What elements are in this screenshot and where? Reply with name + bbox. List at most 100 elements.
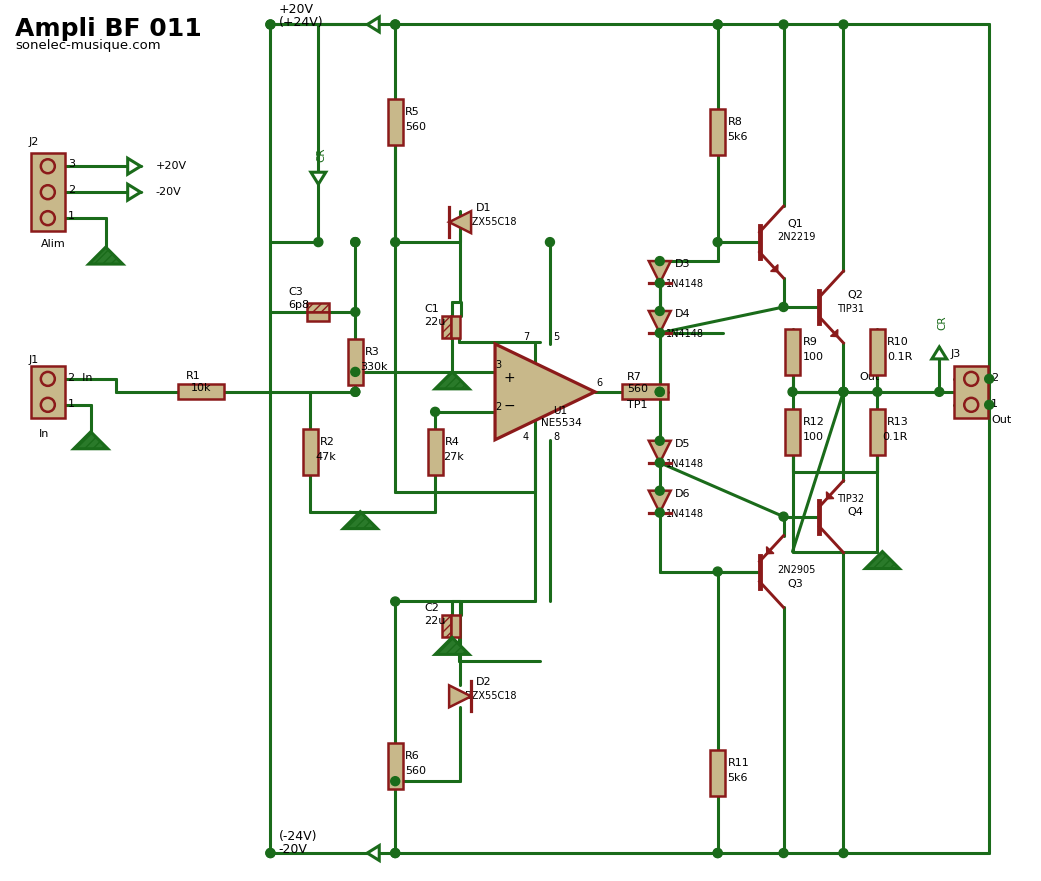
Circle shape: [839, 388, 848, 396]
Polygon shape: [74, 432, 107, 448]
Text: 2N2905: 2N2905: [778, 565, 816, 574]
Circle shape: [351, 238, 360, 247]
Polygon shape: [311, 172, 326, 184]
Circle shape: [985, 374, 994, 383]
FancyBboxPatch shape: [451, 616, 460, 638]
FancyBboxPatch shape: [31, 153, 65, 231]
Text: 1N4148: 1N4148: [666, 459, 704, 469]
Text: 1: 1: [991, 399, 998, 409]
FancyBboxPatch shape: [348, 339, 362, 385]
Text: TIP32: TIP32: [837, 493, 865, 504]
Text: R8: R8: [728, 117, 742, 128]
Text: C2: C2: [424, 603, 439, 613]
Text: 2: 2: [991, 373, 998, 383]
Text: J2: J2: [29, 137, 40, 147]
Text: 1N4148: 1N4148: [666, 508, 704, 519]
FancyBboxPatch shape: [621, 384, 667, 399]
Circle shape: [265, 848, 275, 857]
Circle shape: [265, 848, 275, 857]
Circle shape: [390, 238, 400, 247]
Circle shape: [935, 388, 944, 396]
Text: 330k: 330k: [360, 362, 388, 372]
Circle shape: [779, 302, 788, 312]
FancyBboxPatch shape: [442, 316, 451, 338]
Circle shape: [390, 597, 400, 606]
Text: −: −: [503, 399, 515, 413]
FancyBboxPatch shape: [870, 409, 885, 455]
Text: 4: 4: [523, 432, 529, 441]
Circle shape: [779, 512, 788, 522]
Text: Q3: Q3: [788, 579, 804, 589]
Text: 22u: 22u: [424, 617, 446, 626]
Circle shape: [713, 848, 722, 857]
Polygon shape: [649, 440, 670, 463]
Circle shape: [655, 329, 664, 337]
Text: 100: 100: [803, 352, 823, 362]
Text: Out: Out: [991, 415, 1012, 425]
Text: D2: D2: [476, 677, 491, 687]
Circle shape: [431, 407, 439, 417]
Circle shape: [655, 307, 664, 315]
Text: R5: R5: [405, 107, 420, 117]
FancyBboxPatch shape: [387, 744, 403, 789]
Polygon shape: [88, 247, 123, 264]
Polygon shape: [128, 159, 141, 174]
Circle shape: [788, 388, 797, 396]
Text: BZX55C18: BZX55C18: [465, 692, 516, 701]
Circle shape: [313, 238, 323, 247]
Polygon shape: [344, 512, 377, 529]
Circle shape: [390, 20, 400, 29]
Circle shape: [873, 388, 882, 396]
Text: R12: R12: [803, 417, 824, 426]
Circle shape: [839, 388, 848, 396]
Text: 1N4148: 1N4148: [666, 279, 704, 289]
Circle shape: [351, 388, 360, 396]
Text: 100: 100: [803, 432, 823, 441]
Text: +: +: [503, 371, 515, 385]
Polygon shape: [367, 17, 379, 32]
Text: R9: R9: [803, 337, 817, 347]
Circle shape: [351, 238, 360, 247]
Text: D5: D5: [675, 439, 690, 448]
Polygon shape: [766, 546, 773, 554]
FancyBboxPatch shape: [955, 366, 988, 418]
Text: D3: D3: [675, 259, 690, 269]
Text: +20V: +20V: [278, 3, 313, 16]
FancyBboxPatch shape: [307, 303, 329, 312]
Circle shape: [713, 238, 722, 247]
Text: R3: R3: [365, 347, 380, 357]
Circle shape: [351, 388, 360, 396]
Circle shape: [265, 20, 275, 29]
Text: R7: R7: [627, 372, 641, 381]
Text: R4: R4: [446, 437, 460, 447]
Text: J3: J3: [950, 349, 961, 359]
Circle shape: [839, 848, 848, 857]
Text: R2: R2: [321, 437, 335, 447]
Text: Ampli BF 011: Ampli BF 011: [15, 17, 202, 41]
Circle shape: [545, 238, 555, 247]
Polygon shape: [649, 311, 670, 333]
Text: TP1: TP1: [627, 400, 648, 410]
Text: J1: J1: [29, 355, 40, 365]
Text: sonelec-musique.com: sonelec-musique.com: [15, 40, 160, 53]
Text: 2N2219: 2N2219: [778, 232, 816, 242]
Text: D1: D1: [476, 204, 491, 213]
Text: 560: 560: [405, 766, 426, 776]
Polygon shape: [435, 372, 469, 389]
Text: 0.1R: 0.1R: [883, 432, 908, 441]
Text: Out: Out: [860, 372, 880, 381]
Circle shape: [713, 20, 722, 29]
FancyBboxPatch shape: [710, 109, 726, 155]
Circle shape: [655, 388, 664, 396]
Text: BZX55C18: BZX55C18: [465, 217, 516, 227]
Text: 22u: 22u: [424, 317, 446, 327]
Text: 8: 8: [553, 432, 559, 441]
Circle shape: [713, 20, 722, 29]
Text: 1: 1: [68, 211, 75, 221]
Text: Q4: Q4: [847, 507, 863, 516]
Polygon shape: [932, 347, 946, 359]
Polygon shape: [649, 491, 670, 513]
FancyBboxPatch shape: [178, 384, 224, 399]
Text: 3: 3: [496, 360, 501, 370]
Polygon shape: [827, 492, 834, 499]
